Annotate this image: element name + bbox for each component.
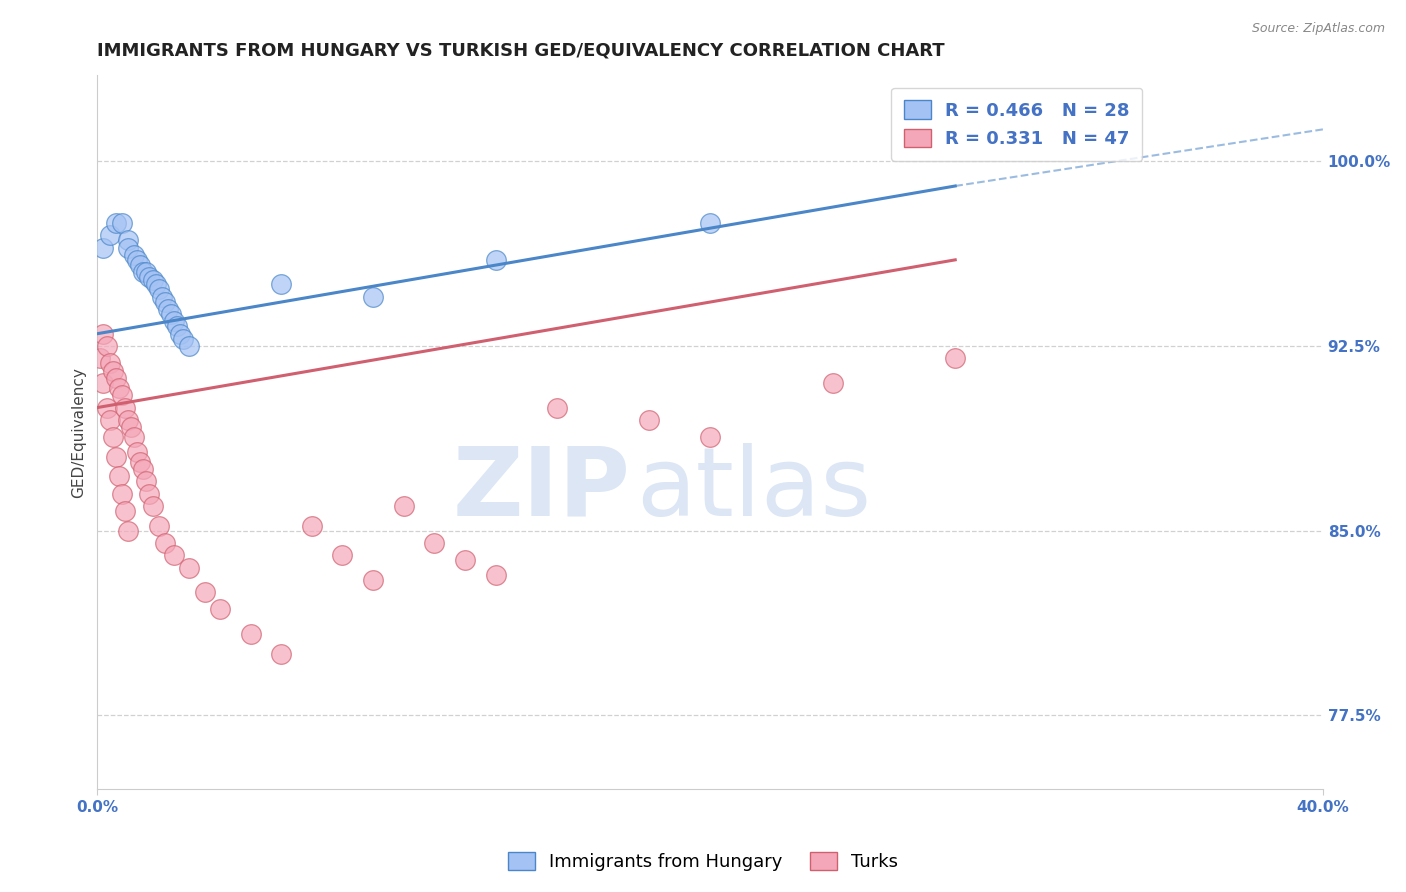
Point bbox=[148, 518, 170, 533]
Point bbox=[93, 241, 115, 255]
Point bbox=[485, 568, 508, 582]
Point bbox=[98, 228, 121, 243]
Point bbox=[117, 524, 139, 538]
Legend: Immigrants from Hungary, Turks: Immigrants from Hungary, Turks bbox=[501, 845, 905, 879]
Point bbox=[129, 455, 152, 469]
Point bbox=[132, 265, 155, 279]
Point bbox=[117, 233, 139, 247]
Point bbox=[150, 290, 173, 304]
Point bbox=[208, 602, 231, 616]
Point bbox=[156, 302, 179, 317]
Point bbox=[166, 319, 188, 334]
Point bbox=[98, 413, 121, 427]
Legend: R = 0.466   N = 28, R = 0.331   N = 47: R = 0.466 N = 28, R = 0.331 N = 47 bbox=[891, 87, 1142, 161]
Point bbox=[160, 307, 183, 321]
Point bbox=[138, 486, 160, 500]
Point bbox=[148, 282, 170, 296]
Point bbox=[179, 560, 201, 574]
Point bbox=[454, 553, 477, 567]
Point bbox=[138, 270, 160, 285]
Point bbox=[107, 469, 129, 483]
Text: atlas: atlas bbox=[637, 442, 872, 536]
Point bbox=[93, 326, 115, 341]
Text: ZIP: ZIP bbox=[453, 442, 630, 536]
Point bbox=[194, 585, 217, 599]
Point bbox=[332, 548, 354, 562]
Point bbox=[101, 430, 124, 444]
Point bbox=[104, 216, 127, 230]
Point bbox=[129, 258, 152, 272]
Point bbox=[127, 445, 149, 459]
Point bbox=[141, 272, 163, 286]
Point bbox=[169, 326, 191, 341]
Point bbox=[485, 252, 508, 267]
Point bbox=[122, 248, 145, 262]
Point bbox=[107, 381, 129, 395]
Point bbox=[117, 241, 139, 255]
Point bbox=[270, 277, 292, 292]
Point bbox=[101, 364, 124, 378]
Point bbox=[141, 499, 163, 513]
Point bbox=[132, 462, 155, 476]
Point bbox=[104, 450, 127, 464]
Point bbox=[98, 356, 121, 370]
Point bbox=[135, 265, 157, 279]
Point bbox=[96, 339, 118, 353]
Point bbox=[392, 499, 415, 513]
Point bbox=[111, 388, 134, 402]
Point bbox=[163, 548, 186, 562]
Point bbox=[120, 420, 142, 434]
Point bbox=[93, 376, 115, 390]
Text: IMMIGRANTS FROM HUNGARY VS TURKISH GED/EQUIVALENCY CORRELATION CHART: IMMIGRANTS FROM HUNGARY VS TURKISH GED/E… bbox=[97, 42, 945, 60]
Text: Source: ZipAtlas.com: Source: ZipAtlas.com bbox=[1251, 22, 1385, 36]
Point bbox=[111, 216, 134, 230]
Point bbox=[114, 401, 136, 415]
Point bbox=[145, 277, 167, 292]
Point bbox=[270, 647, 292, 661]
Point bbox=[117, 413, 139, 427]
Point bbox=[153, 294, 176, 309]
Point bbox=[361, 573, 384, 587]
Point bbox=[114, 504, 136, 518]
Point bbox=[301, 518, 323, 533]
Y-axis label: GED/Equivalency: GED/Equivalency bbox=[72, 367, 86, 498]
Point bbox=[135, 475, 157, 489]
Point bbox=[153, 536, 176, 550]
Point bbox=[943, 351, 966, 366]
Point bbox=[122, 430, 145, 444]
Point bbox=[637, 413, 659, 427]
Point bbox=[89, 351, 111, 366]
Point bbox=[546, 401, 568, 415]
Point bbox=[111, 486, 134, 500]
Point bbox=[361, 290, 384, 304]
Point bbox=[179, 339, 201, 353]
Point bbox=[104, 371, 127, 385]
Point bbox=[239, 627, 262, 641]
Point bbox=[423, 536, 446, 550]
Point bbox=[699, 216, 721, 230]
Point bbox=[127, 252, 149, 267]
Point bbox=[163, 314, 186, 328]
Point bbox=[699, 430, 721, 444]
Point bbox=[172, 332, 194, 346]
Point bbox=[96, 401, 118, 415]
Point bbox=[821, 376, 844, 390]
